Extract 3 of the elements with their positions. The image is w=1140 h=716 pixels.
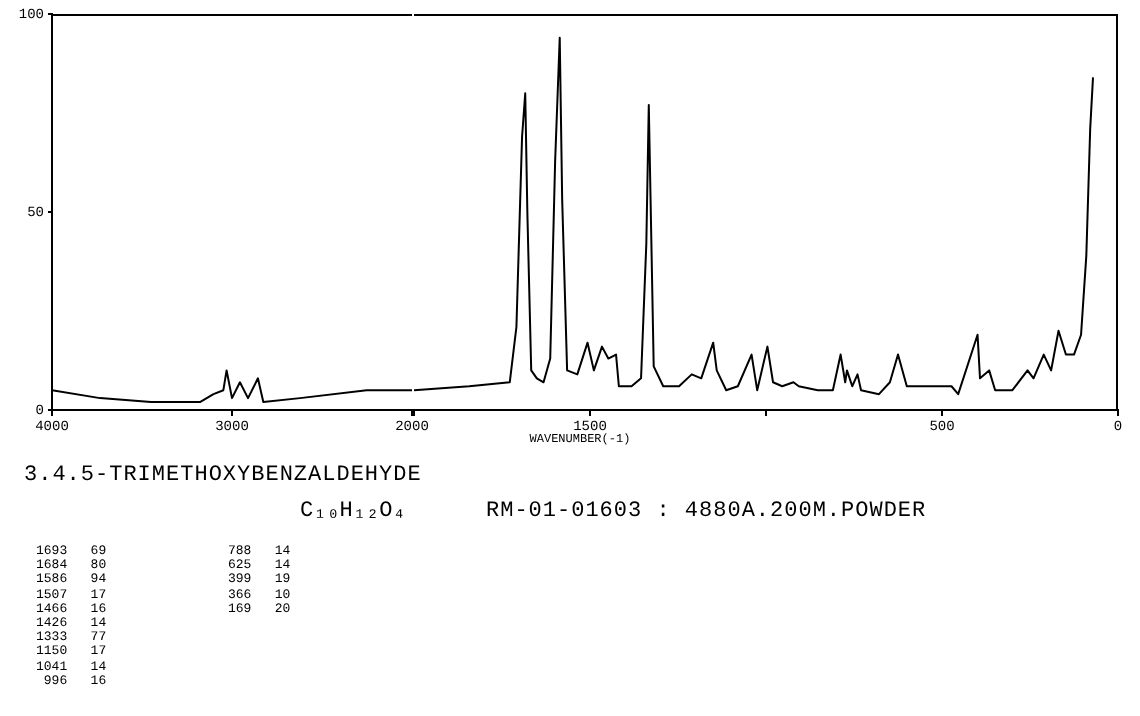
text: 3.4.5-TRIMETHOXYBENZALDEHYDE xyxy=(24,464,422,488)
text: RM-01-01603 : 4880A.200M.POWDER xyxy=(486,500,927,524)
text: C₁₀H₁₂O₄ xyxy=(300,500,406,524)
